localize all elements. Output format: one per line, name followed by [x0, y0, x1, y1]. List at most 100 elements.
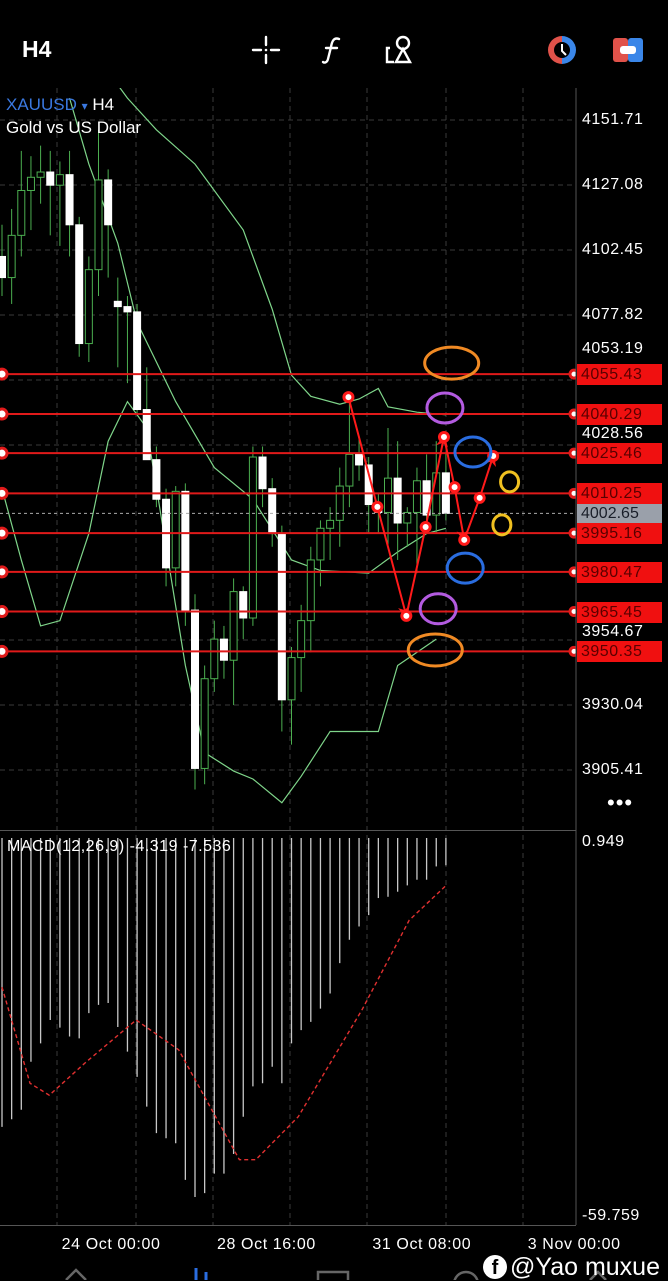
level-label[interactable]: 3980.47: [577, 561, 662, 583]
grid: [0, 88, 576, 1225]
level-handle: [0, 644, 9, 658]
hand-drawn-circle: [491, 513, 513, 537]
candle-body: [219, 638, 228, 661]
hand-drawn-circle: [499, 470, 521, 494]
level-handle: [0, 407, 9, 421]
bollinger-upper: [119, 88, 446, 416]
symbol-dropdown-icon[interactable]: ▾: [81, 99, 88, 113]
price-tick: 4127.08: [582, 175, 644, 193]
crosshair-icon[interactable]: [248, 32, 284, 68]
candle-body: [239, 591, 248, 619]
level-label[interactable]: 4055.43: [577, 364, 662, 386]
trade-icon[interactable]: [610, 32, 646, 68]
bottom-navigation: [65, 1268, 607, 1280]
price-tick: 4102.45: [582, 240, 644, 258]
macd-signal-line: [1, 885, 447, 1161]
candle-body: [36, 171, 45, 178]
candle: [181, 483, 190, 626]
time-tick: 28 Oct 16:00: [217, 1236, 316, 1253]
hand-drawn-circle: [425, 391, 465, 425]
nav-trade-icon[interactable]: [316, 1270, 350, 1280]
hand-drawn-circle: [418, 592, 458, 626]
facebook-icon: f: [483, 1255, 507, 1279]
level-handle: [568, 368, 576, 380]
anchor-point: [371, 500, 384, 513]
candle: [268, 478, 277, 547]
candle: [171, 486, 180, 587]
candle-body: [248, 456, 257, 619]
nav-history-icon[interactable]: [453, 1270, 479, 1280]
level-handle: [0, 486, 9, 500]
candle-body: [46, 171, 55, 186]
anchor-point: [419, 520, 432, 533]
current-price-label: 4002.65: [577, 504, 662, 523]
candle-body: [17, 189, 26, 236]
candle-body: [393, 477, 402, 524]
candle: [142, 367, 151, 461]
anchor-point: [473, 491, 486, 504]
candle: [36, 145, 45, 204]
symbol-selector[interactable]: XAUUSD ▾ H4: [6, 95, 114, 115]
function-icon[interactable]: [314, 32, 350, 68]
symbol-description: Gold vs US Dollar: [6, 118, 142, 137]
candle: [75, 216, 84, 357]
macd-axis-max: 0.949: [582, 833, 625, 850]
candle-body: [113, 300, 122, 308]
candle-body: [200, 678, 209, 769]
candle-body: [0, 255, 6, 279]
candle: [248, 446, 257, 626]
level-label[interactable]: 4040.29: [577, 404, 662, 426]
candle-body: [171, 490, 180, 569]
candle-body: [26, 176, 35, 191]
level-handle: [568, 566, 576, 578]
price-tick: 4077.82: [582, 305, 644, 323]
candle-body: [65, 174, 74, 226]
candle: [84, 256, 93, 363]
candle-body: [229, 591, 238, 661]
candle-body: [133, 311, 142, 411]
level-label[interactable]: 3950.35: [577, 641, 662, 663]
nav-quotes-icon[interactable]: [65, 1268, 87, 1280]
price-tick: 3905.41: [582, 760, 644, 778]
candle-body: [181, 490, 190, 611]
hand-drawn-circle: [453, 435, 493, 469]
candle: [316, 520, 325, 587]
price-pane: [0, 88, 576, 804]
candle: [306, 546, 315, 653]
level-handle: [568, 645, 576, 657]
level-handle: [568, 527, 576, 539]
level-label[interactable]: 3995.16: [577, 523, 662, 545]
candle-body: [326, 519, 335, 529]
price-tick: 4053.19: [582, 340, 644, 357]
candle: [258, 446, 267, 508]
level-handle: [568, 408, 576, 420]
candle: [287, 647, 296, 745]
nav-settings-icon[interactable]: [589, 1270, 607, 1280]
candle: [229, 578, 238, 706]
candle-body: [355, 453, 364, 466]
level-label[interactable]: 3965.45: [577, 601, 662, 623]
level-handle: [568, 447, 576, 459]
timeframe-button[interactable]: H4: [22, 36, 52, 62]
macd-axis-min: -59.759: [582, 1207, 640, 1224]
level-handle: [0, 367, 9, 381]
candle-body: [306, 559, 315, 622]
anchor-point: [448, 481, 461, 494]
top-toolbar: H4: [0, 0, 668, 88]
candle: [94, 129, 103, 297]
candle: [152, 446, 161, 508]
price-tick: 3930.04: [582, 695, 644, 713]
level-label[interactable]: 4025.46: [577, 443, 662, 465]
symbol-name[interactable]: XAUUSD: [6, 95, 77, 114]
level-handle: [0, 605, 9, 619]
nav-chart-icon[interactable]: [194, 1268, 208, 1280]
more-options-button[interactable]: •••: [607, 790, 634, 815]
clock-icon[interactable]: [544, 32, 580, 68]
hand-drawn-circle: [406, 632, 464, 668]
candle: [7, 208, 16, 304]
candle-body: [268, 488, 277, 535]
time-tick: 31 Oct 08:00: [372, 1236, 472, 1253]
level-label[interactable]: 4010.25: [577, 483, 662, 505]
objects-icon[interactable]: [382, 32, 418, 68]
